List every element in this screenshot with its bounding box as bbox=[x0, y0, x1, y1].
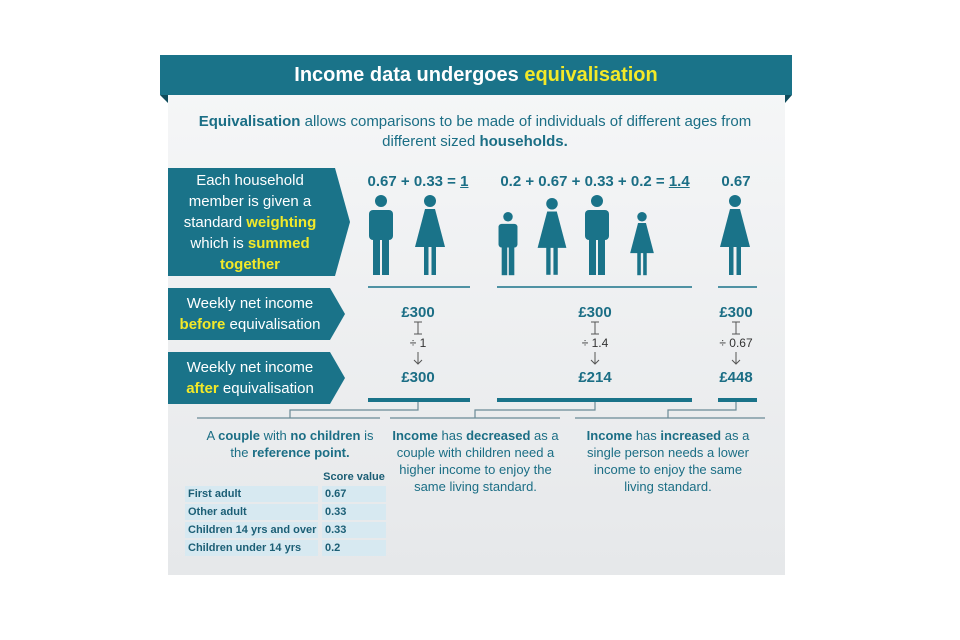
note-bold: couple bbox=[218, 428, 261, 443]
table-value: 0.33 bbox=[322, 504, 386, 520]
note-text: with bbox=[263, 428, 287, 443]
table-row: Children 14 yrs and over 0.33 bbox=[185, 522, 386, 538]
title: Income data undergoes equivalisation bbox=[160, 55, 792, 95]
note-bold: reference point. bbox=[252, 445, 350, 460]
person-icon bbox=[585, 195, 609, 275]
note-text: as a single person needs a lower income … bbox=[587, 428, 750, 494]
rules bbox=[368, 286, 757, 402]
connectors bbox=[197, 402, 765, 419]
label-text: equivalisation bbox=[222, 380, 314, 397]
note-text: has bbox=[441, 428, 463, 443]
income-after: £214 bbox=[578, 369, 612, 386]
divide-arrow bbox=[590, 321, 600, 365]
row-label: Weekly net income after equivalisation bbox=[170, 357, 330, 399]
divisor: ÷ 1 bbox=[409, 336, 427, 350]
person-icon bbox=[720, 195, 750, 275]
intro-text: allows comparisons to be made of individ… bbox=[304, 113, 752, 150]
income-before: £300 bbox=[719, 304, 753, 321]
table-header: Score value bbox=[323, 471, 385, 483]
label-arrow bbox=[168, 288, 345, 340]
table-label: First adult bbox=[185, 486, 318, 502]
label-highlight: before bbox=[179, 316, 226, 333]
note-bold: decreased bbox=[466, 428, 531, 443]
divisor: ÷ 0.67 bbox=[719, 336, 753, 350]
intro: Equivalisation allows comparisons to be … bbox=[190, 112, 760, 152]
note-bold: no children bbox=[290, 428, 361, 443]
table-row: Children under 14 yrs 0.2 bbox=[185, 540, 386, 556]
equation: 0.2 + 0.67 + 0.33 + 0.2 = 1.4 bbox=[490, 173, 700, 190]
table-value: 0.67 bbox=[322, 486, 386, 502]
person-icon bbox=[369, 195, 393, 275]
equation: 0.67 bbox=[706, 173, 766, 190]
equation-sum: 0.2 + 0.67 + 0.33 + 0.2 = bbox=[500, 173, 665, 190]
note-bold: Income bbox=[392, 428, 438, 443]
label-arrow bbox=[168, 352, 345, 404]
label-text: Each household member is given a standar… bbox=[183, 172, 312, 231]
note: Income has increased as a single person … bbox=[578, 427, 758, 495]
note-text: is the bbox=[230, 428, 374, 460]
label-text: which is bbox=[190, 235, 244, 252]
note: A couple with no children is the referen… bbox=[198, 427, 382, 461]
note-text: A bbox=[206, 428, 215, 443]
label-text: equivalisation bbox=[229, 316, 321, 333]
label-highlight: after bbox=[186, 380, 219, 397]
label-highlight: weighting bbox=[246, 214, 317, 231]
note-bold: Income bbox=[586, 428, 633, 443]
note-text: has bbox=[635, 428, 657, 443]
person-icon bbox=[630, 212, 654, 276]
income-before: £300 bbox=[578, 304, 612, 321]
person-icon bbox=[498, 212, 518, 276]
title-text: Income data undergoes bbox=[294, 64, 519, 86]
title-highlight: equivalisation bbox=[524, 64, 658, 86]
label-text: Weekly net income bbox=[186, 295, 314, 312]
table-label: Other adult bbox=[185, 504, 318, 520]
equation-sum: 0.67 + 0.33 = bbox=[367, 173, 456, 190]
equation-total: 1.4 bbox=[668, 173, 690, 190]
label-text: Weekly net income bbox=[186, 359, 314, 376]
row-label: Weekly net income before equivalisation bbox=[170, 293, 330, 335]
person-icon bbox=[415, 195, 445, 275]
equation-total: 1 bbox=[460, 173, 469, 190]
table-label: Children under 14 yrs bbox=[185, 540, 318, 556]
income-after: £448 bbox=[719, 369, 753, 386]
row-label: Each household member is given a standar… bbox=[170, 170, 330, 275]
table-value: 0.33 bbox=[322, 522, 386, 538]
divide-arrow bbox=[731, 321, 741, 365]
note-bold: increased bbox=[660, 428, 722, 443]
income-after: £300 bbox=[401, 369, 435, 386]
connector bbox=[197, 402, 419, 419]
label-highlight: summed together bbox=[220, 235, 310, 273]
connector bbox=[390, 402, 596, 419]
table-value: 0.2 bbox=[322, 540, 386, 556]
note-text: as a couple with children need a higher … bbox=[396, 428, 559, 494]
equation: 0.67 + 0.33 = 1 bbox=[358, 173, 478, 190]
person-icon bbox=[537, 198, 567, 275]
divisor: ÷ 1.4 bbox=[581, 336, 609, 350]
fold bbox=[160, 95, 168, 103]
connector bbox=[575, 402, 765, 419]
intro-bold: Equivalisation bbox=[198, 113, 301, 130]
label-arrow bbox=[168, 168, 350, 276]
table-row: First adult 0.67 bbox=[185, 486, 386, 502]
table-row: Other adult 0.33 bbox=[185, 504, 386, 520]
score-table: First adult 0.67 Other adult 0.33 Children 1… bbox=[185, 486, 386, 558]
table-label: Children 14 yrs and over bbox=[185, 522, 318, 538]
intro-bold: households. bbox=[479, 133, 568, 150]
income-before: £300 bbox=[401, 304, 435, 321]
note: Income has decreased as a couple with ch… bbox=[388, 427, 563, 495]
arrows bbox=[413, 321, 741, 365]
divide-arrow bbox=[413, 321, 423, 365]
people bbox=[369, 195, 750, 276]
equation-sum: 0.67 bbox=[721, 173, 751, 190]
fold bbox=[785, 95, 792, 103]
